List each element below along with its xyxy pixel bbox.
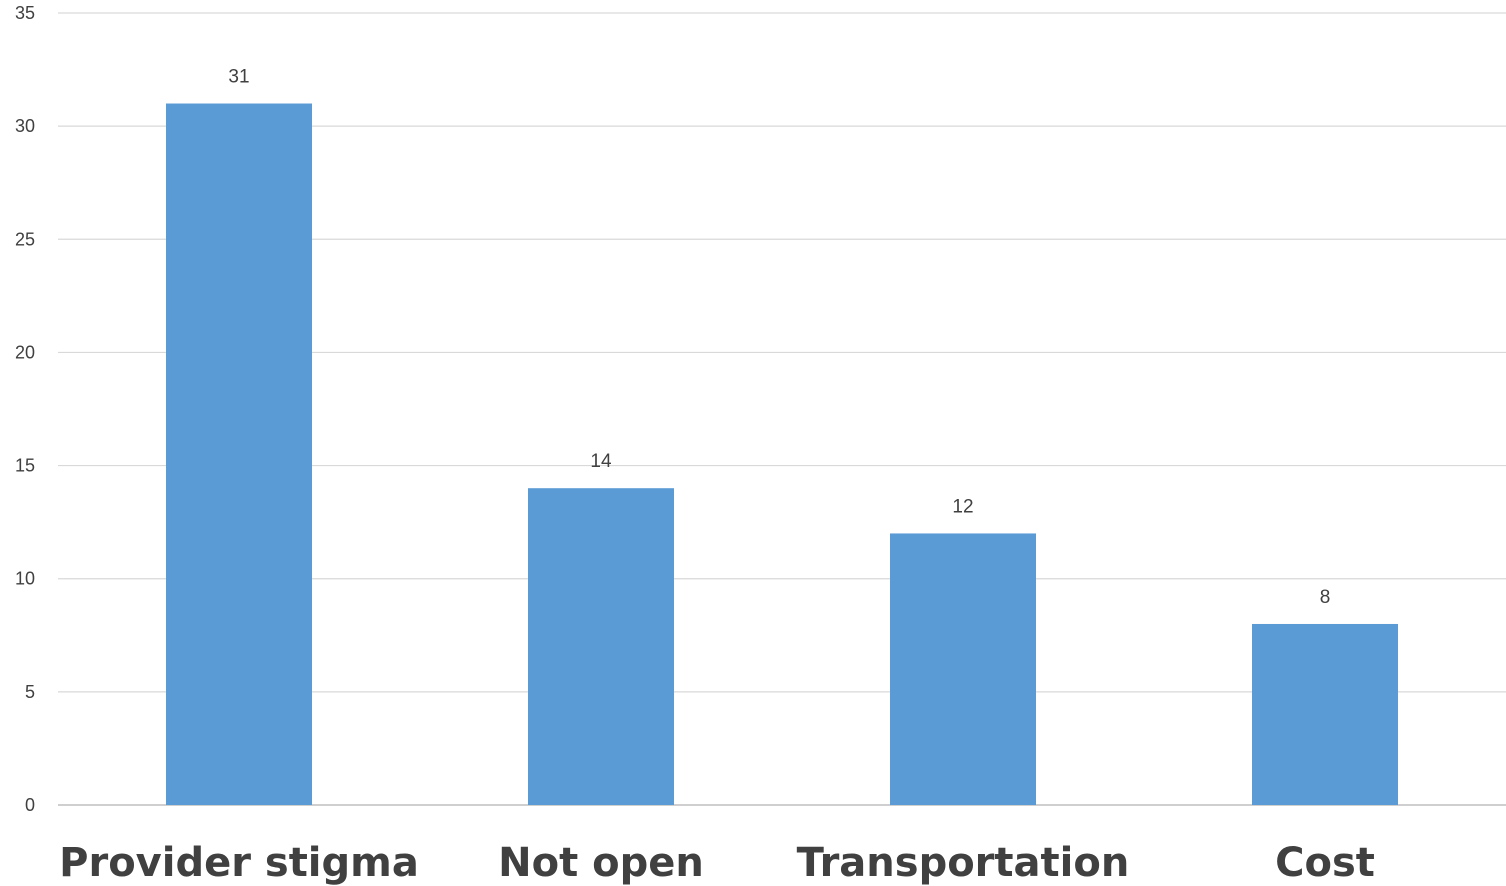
data-label: 8 [1320,587,1331,608]
category-label: Cost [1275,840,1375,886]
y-tick-label: 5 [25,682,35,702]
bar [166,103,312,805]
y-tick-label: 15 [15,456,35,476]
y-tick-label: 35 [15,3,35,23]
bar [1252,623,1398,805]
y-tick-label: 0 [25,795,35,815]
data-label: 14 [590,451,612,472]
y-tick-label: 30 [15,116,35,136]
bars [166,103,1398,805]
y-axis-tick-labels: 0 5 10 15 20 25 30 35 [15,3,35,815]
bar [890,533,1036,805]
category-label: Not open [498,840,704,886]
y-tick-label: 25 [15,229,35,249]
y-tick-label: 10 [15,569,35,589]
x-axis-category-labels: Provider stigma Not open Transportation Cos… [59,840,1375,886]
bar [528,488,674,805]
y-tick-label: 20 [15,342,35,362]
data-labels: 31 14 12 8 [228,67,1330,608]
category-label: Provider stigma [59,840,419,886]
category-label: Transportation [797,840,1130,886]
data-label: 12 [952,496,973,517]
data-label: 31 [228,67,249,88]
